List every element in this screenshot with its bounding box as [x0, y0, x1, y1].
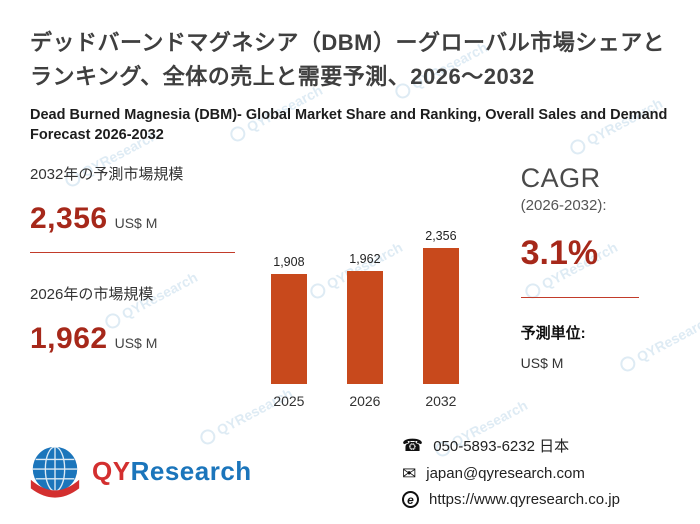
bar-category-label: 2025	[273, 393, 305, 410]
bar-category-label: 2026	[349, 393, 381, 410]
contact-email[interactable]: japan@qyresearch.com	[426, 465, 585, 482]
cagr-period: (2026-2032):	[520, 197, 607, 215]
bar-column: 2,356 2032	[422, 229, 459, 410]
phone-icon: ☎	[402, 436, 424, 455]
bar-column: 1,908 2025	[270, 255, 307, 410]
page-title-japanese: デッドバーンドマグネシア（DBM）ーグローバル市場シェアとランキング、全体の売上…	[30, 30, 665, 90]
cagr-column: CAGR (2026-2032): 3.1% 予測単位: US$ M	[520, 163, 672, 372]
forecast-unit-label: 予測単位:	[520, 325, 586, 343]
contact-phone-row: ☎ 050-5893-6232 日本	[402, 435, 569, 456]
base-2026-label: 2026年の市場規模	[30, 286, 154, 304]
logo-wordmark: QYResearch	[92, 456, 252, 487]
base-2026-value-row: 1,962 US$ M	[30, 322, 255, 356]
bar	[270, 274, 307, 385]
forecast-2032-value: 2,356	[30, 202, 108, 236]
contact-website[interactable]: https://www.qyresearch.co.jp	[429, 491, 620, 508]
forecast-2032-label: 2032年の予測市場規模	[30, 166, 184, 184]
email-icon: ✉	[402, 464, 417, 483]
main-row: 2032年の予測市場規模 2,356 US$ M 2026年の市場規模 1,96…	[30, 163, 672, 409]
stats-column: 2032年の予測市場規模 2,356 US$ M 2026年の市場規模 1,96…	[30, 163, 255, 356]
logo-research-text: Research	[130, 456, 252, 486]
bar-value-label: 2,356	[425, 229, 457, 244]
forecast-2032-unit: US$ M	[114, 215, 158, 232]
content: デッドバーンドマグネシア（DBM）ーグローバル市場シェアとランキング、全体の売上…	[30, 30, 672, 409]
contact-website-row: e https://www.qyresearch.co.jp	[402, 491, 620, 508]
bar	[422, 248, 459, 385]
bar-chart: 1,908 2025 1,962 2026 2,356 2032	[255, 191, 474, 409]
bar-category-label: 2032	[425, 393, 457, 410]
cagr-title: CAGR	[520, 163, 601, 194]
bar-value-label: 1,962	[349, 252, 381, 267]
page-title-english: Dead Burned Magnesia (DBM)- Global Marke…	[30, 107, 668, 143]
contact-phone: 050-5893-6232 日本	[433, 438, 570, 455]
contact-block: ☎ 050-5893-6232 日本 ✉ japan@qyresearch.co…	[402, 435, 672, 508]
qyresearch-logo: QYResearch	[26, 443, 252, 501]
contact-email-row: ✉ japan@qyresearch.com	[402, 465, 585, 482]
logo-qy-text: QY	[92, 456, 131, 486]
bar	[346, 271, 383, 385]
base-2026-value: 1,962	[30, 322, 108, 356]
forecast-2032-value-row: 2,356 US$ M	[30, 202, 255, 236]
footer: QYResearch ☎ 050-5893-6232 日本 ✉ japan@qy…	[0, 435, 700, 508]
bar-column: 1,962 2026	[346, 252, 383, 410]
internet-icon: e	[402, 491, 419, 508]
forecast-unit-value: US$ M	[520, 355, 564, 372]
red-divider-line	[520, 297, 639, 299]
cagr-value: 3.1%	[520, 234, 599, 273]
base-2026-unit: US$ M	[114, 335, 158, 352]
globe-logo-icon	[30, 445, 80, 498]
red-divider-line	[30, 252, 235, 254]
bar-value-label: 1,908	[273, 255, 305, 270]
